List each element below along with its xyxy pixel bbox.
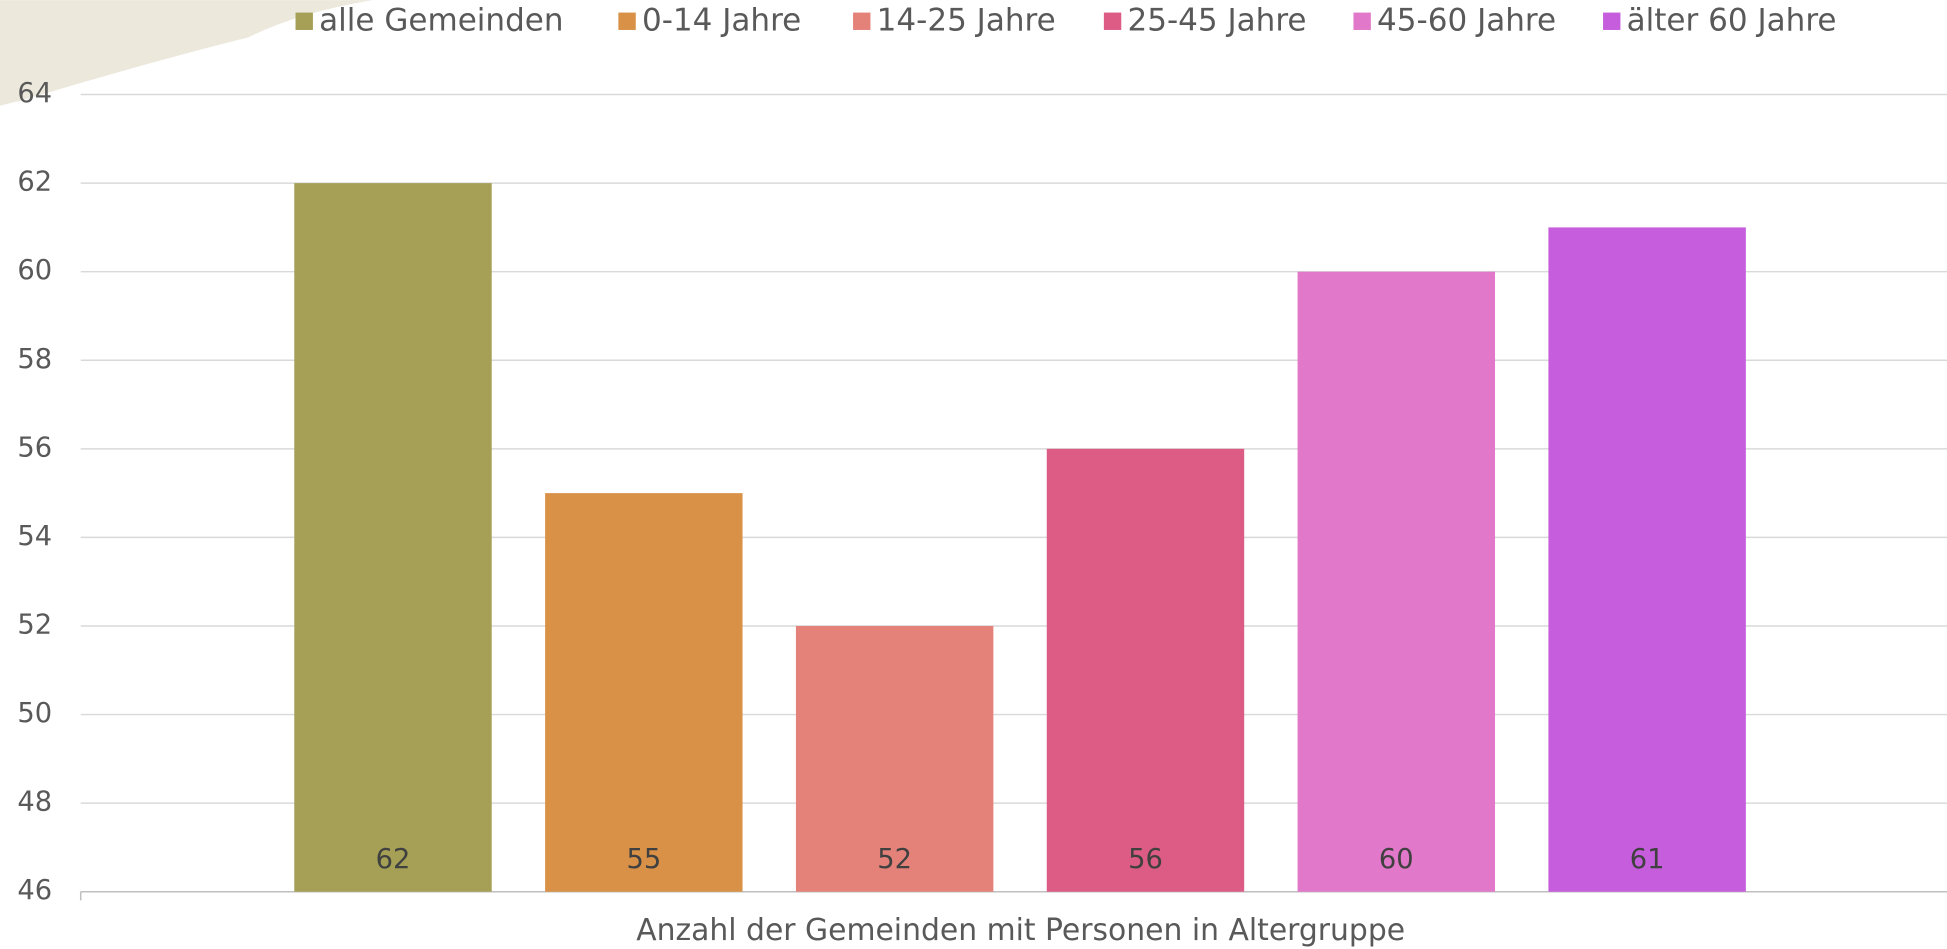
data-label: 60 — [1379, 844, 1414, 875]
data-label: 56 — [1128, 844, 1163, 875]
bar — [1548, 227, 1745, 891]
bar — [1047, 449, 1244, 892]
data-label: 55 — [626, 844, 661, 875]
legend-label: 25-45 Jahre — [1127, 2, 1306, 38]
legend-label: 0-14 Jahre — [642, 2, 801, 38]
legend-swatch — [618, 13, 635, 30]
legend-swatch — [296, 13, 313, 30]
x-tick-label: Anzahl der Gemeinden mit Personen in Alt… — [636, 913, 1405, 948]
y-tick-label: 64 — [17, 78, 52, 109]
data-label: 61 — [1630, 844, 1665, 875]
y-tick-label: 58 — [17, 344, 52, 375]
legend-swatch — [853, 13, 870, 30]
legend-label: 14-25 Jahre — [877, 2, 1056, 38]
legend-label: 45-60 Jahre — [1377, 2, 1556, 38]
legend-swatch — [1353, 13, 1370, 30]
bar — [545, 493, 742, 892]
legend-swatch — [1104, 13, 1121, 30]
legend-label: älter 60 Jahre — [1627, 2, 1837, 38]
bar — [1298, 272, 1495, 892]
bar — [294, 183, 491, 892]
background-decoration — [0, 0, 373, 106]
y-tick-label: 52 — [17, 609, 52, 640]
y-tick-label: 46 — [17, 875, 52, 906]
y-tick-label: 54 — [17, 521, 52, 552]
y-tick-label: 48 — [17, 787, 52, 818]
y-tick-label: 60 — [17, 255, 52, 286]
legend-label: alle Gemeinden — [319, 2, 563, 38]
legend-swatch — [1603, 13, 1620, 30]
page: {"chart_data": {"type": "bar", "categori… — [0, 0, 1947, 949]
y-tick-label: 50 — [17, 698, 52, 729]
chart: 46 48 50 52 54 56 58 60 62 64 Anzahl der Gemeinden… — [0, 0, 1947, 949]
data-label: 52 — [877, 844, 912, 875]
data-label: 62 — [376, 844, 411, 875]
y-tick-label: 62 — [17, 167, 52, 198]
y-tick-label: 56 — [17, 432, 52, 463]
